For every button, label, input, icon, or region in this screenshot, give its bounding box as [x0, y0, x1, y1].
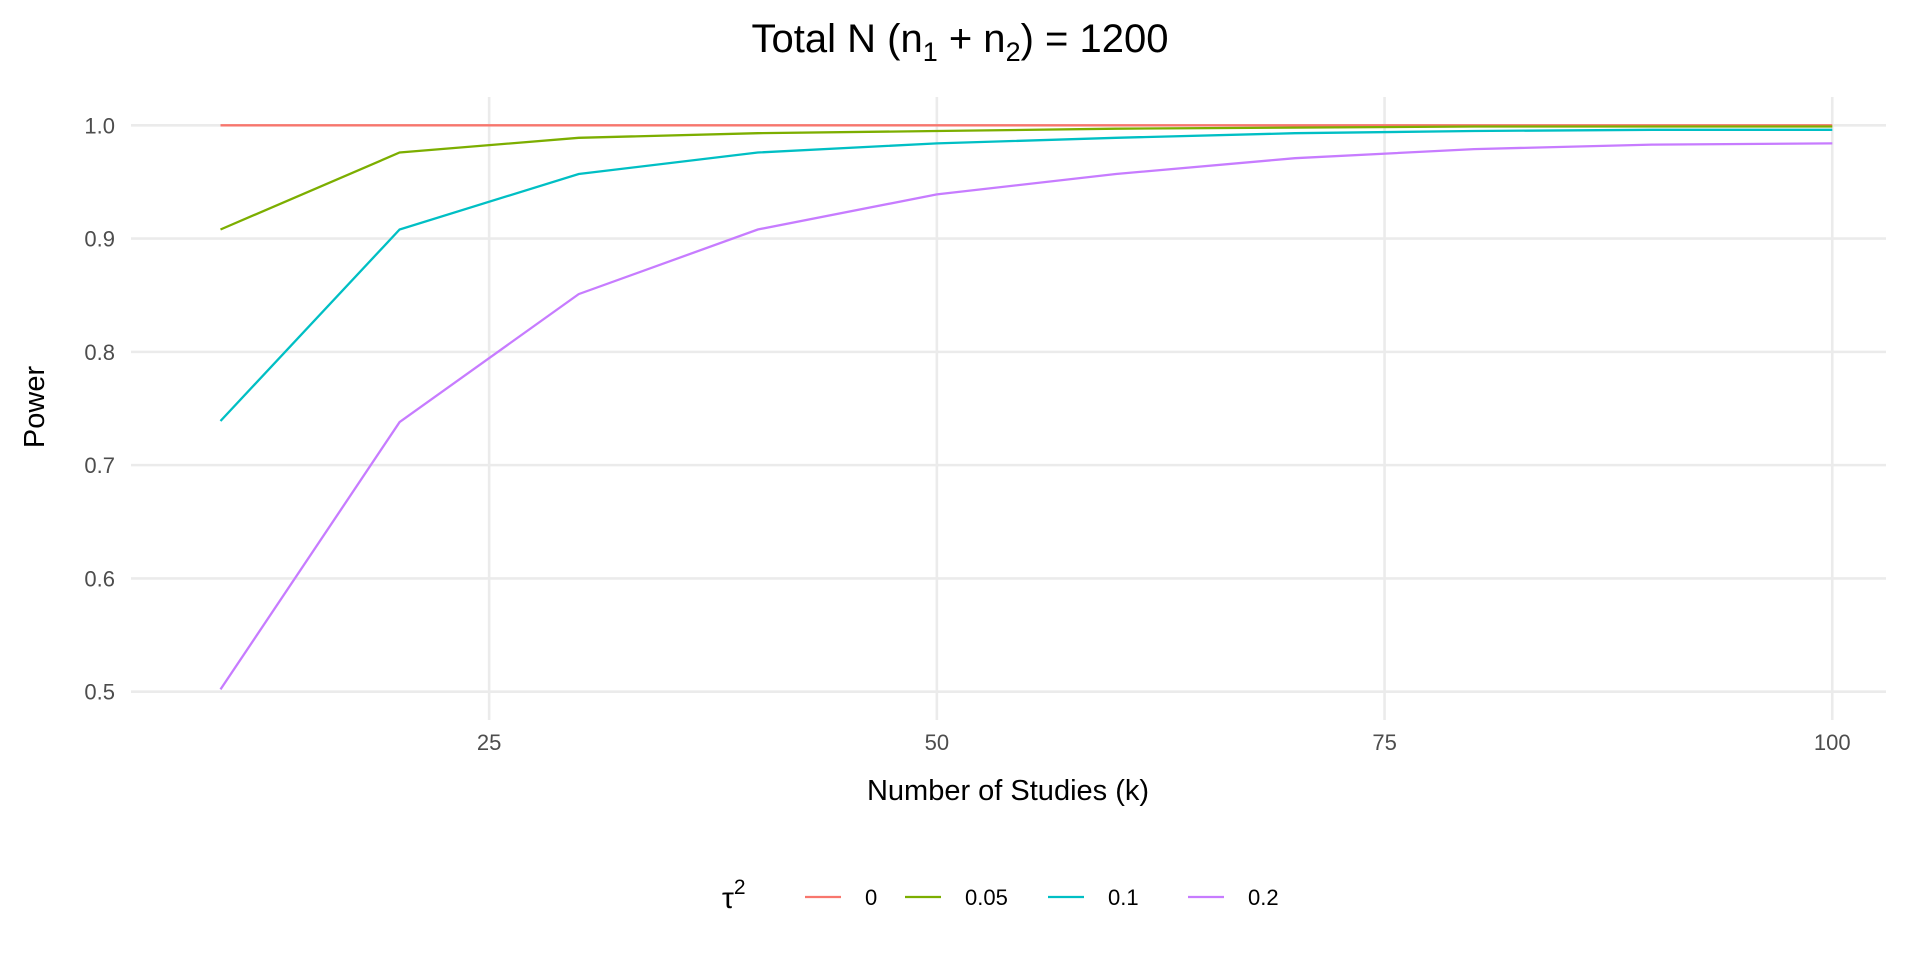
- grid-lines: [131, 97, 1886, 720]
- y-tick-label: 0.5: [84, 680, 115, 705]
- series-line-0-1: [219, 128, 1833, 422]
- series-lines: [219, 124, 1833, 691]
- legend-label: 0.05: [965, 885, 1008, 910]
- series-line-0-2: [219, 142, 1833, 691]
- x-tick-label: 75: [1372, 730, 1396, 755]
- legend: τ2 0 0.05 0.1 0.2: [722, 876, 1279, 915]
- y-axis-title: Power: [19, 366, 51, 449]
- series-line-0-05: [220, 125, 1833, 231]
- y-tick-label: 0.9: [84, 227, 115, 252]
- x-tick-label: 50: [925, 730, 949, 755]
- y-tick-label: 0.8: [84, 340, 115, 365]
- chart-title: Total N (n1 + n2) = 1200: [752, 17, 1169, 67]
- legend-title: τ2: [722, 876, 746, 915]
- legend-label: 0.2: [1248, 885, 1279, 910]
- y-tick-label: 1.0: [84, 113, 115, 138]
- y-tick-label: 0.7: [84, 453, 115, 478]
- x-axis-title: Number of Studies (k): [867, 775, 1149, 807]
- y-tick-labels: 0.5 0.6 0.7 0.8 0.9 1.0: [84, 113, 115, 704]
- legend-label: 0.1: [1108, 885, 1139, 910]
- x-tick-label: 100: [1814, 730, 1851, 755]
- x-tick-label: 25: [477, 730, 501, 755]
- x-tick-labels: 25 50 75 100: [477, 730, 1851, 755]
- legend-label: 0: [865, 885, 877, 910]
- y-tick-label: 0.6: [84, 566, 115, 591]
